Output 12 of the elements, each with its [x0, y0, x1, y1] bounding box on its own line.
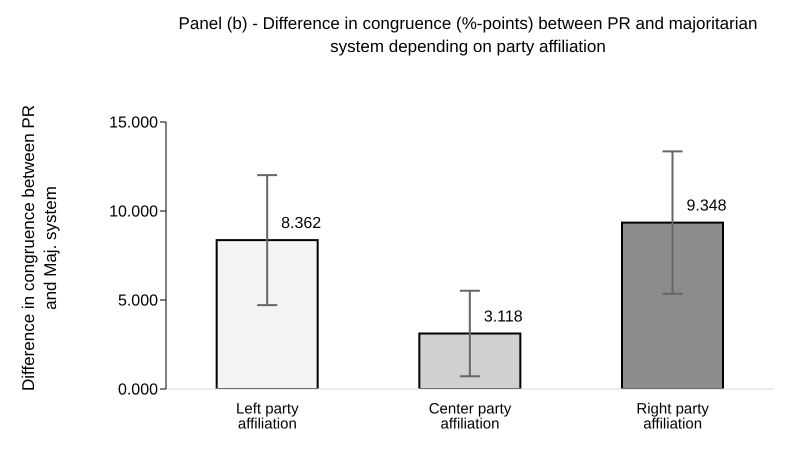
y-tick-label: 5.000 [118, 292, 158, 310]
chart-title: Panel (b) - Difference in congruence (%-points) between PR and majoritarian system depending on party affiliation [178, 13, 758, 58]
x-tick-label: Right party affiliation [636, 400, 710, 433]
y-tick-label: 10.000 [109, 204, 158, 221]
data-label: 8.362 [281, 215, 322, 232]
y-axis-title: Difference in congruence between PR and Maj. system [18, 104, 61, 393]
x-tick-label: Center party affiliation [428, 400, 512, 433]
x-tick-label: Left party affiliation [236, 400, 300, 433]
data-label: 9.348 [686, 198, 727, 215]
data-label: 3.118 [484, 308, 523, 326]
y-tick-label: 15.000 [109, 114, 158, 132]
y-tick-label: 0.000 [118, 382, 158, 399]
